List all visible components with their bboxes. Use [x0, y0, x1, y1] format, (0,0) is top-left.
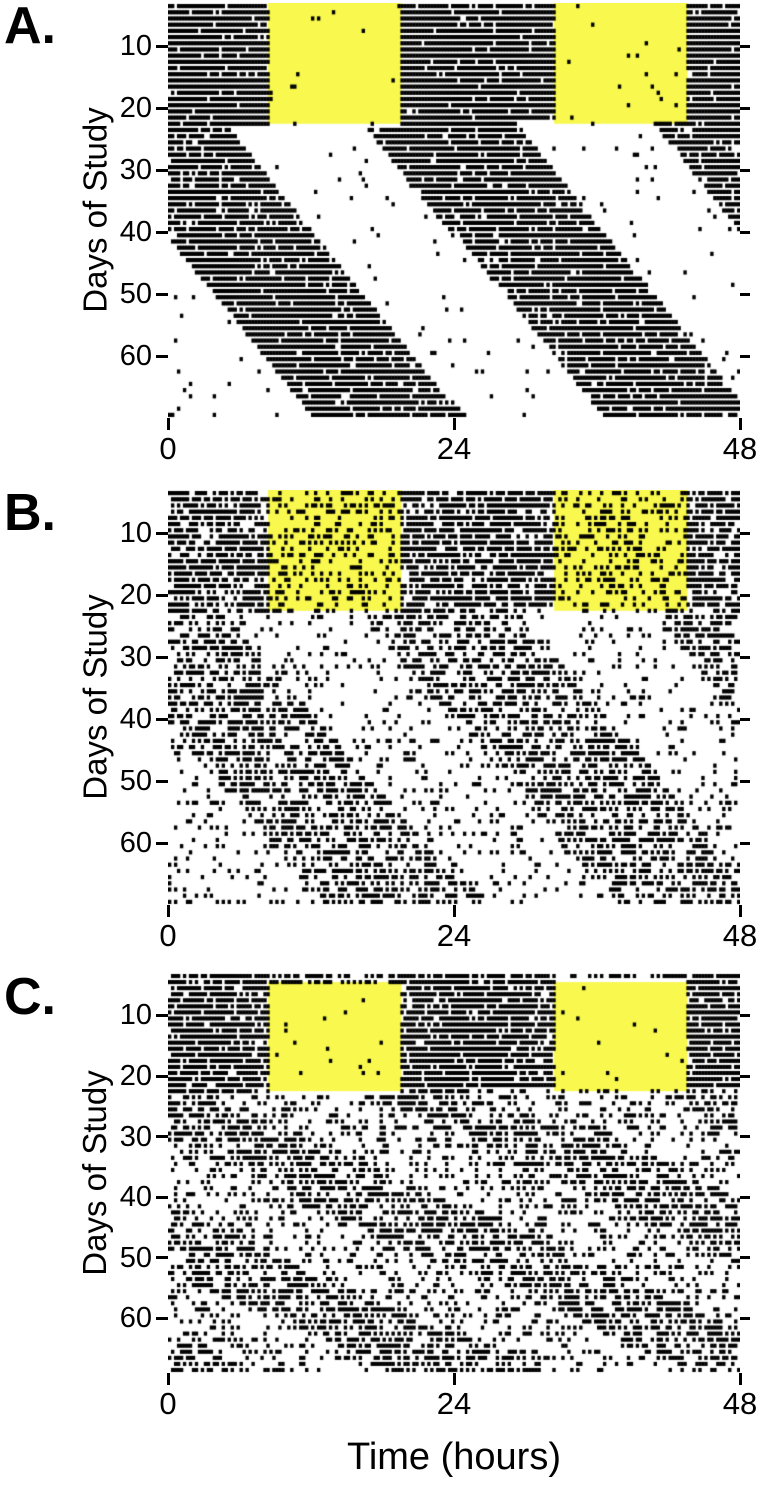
- y-tick-mark: [156, 354, 168, 358]
- y-tick-mark: [156, 292, 168, 296]
- actogram-canvas-a: [168, 3, 740, 418]
- y-tick-mark-right: [740, 593, 750, 597]
- y-tick-label: 30: [119, 154, 152, 187]
- y-tick-mark: [156, 1135, 168, 1139]
- y-tick-mark-right: [740, 655, 750, 659]
- y-tick-mark-right: [740, 1135, 750, 1139]
- panel-c-label: C.: [4, 968, 56, 1026]
- y-tick-label: 10: [119, 30, 152, 63]
- y-tick-label: 20: [119, 92, 152, 125]
- actogram-canvas-b: [168, 490, 740, 905]
- y-tick-mark-right: [740, 717, 750, 721]
- y-tick-label: 10: [119, 999, 152, 1032]
- y-tick-label: 60: [119, 340, 152, 373]
- x-tick-mark: [166, 418, 170, 430]
- y-tick-mark-right: [740, 531, 750, 535]
- x-tick-mark: [166, 905, 170, 917]
- x-tick-mark: [452, 905, 456, 917]
- x-tick-mark: [738, 1373, 742, 1385]
- y-tick-mark: [156, 168, 168, 172]
- y-tick-mark: [156, 841, 168, 845]
- x-tick-label: 48: [722, 431, 758, 466]
- y-tick-mark-right: [740, 779, 750, 783]
- y-tick-mark-right: [740, 230, 750, 234]
- y-tick-mark-right: [740, 1316, 750, 1320]
- y-tick-mark: [156, 1256, 168, 1260]
- x-tick-mark: [452, 418, 456, 430]
- y-tick-mark: [156, 44, 168, 48]
- y-tick-label: 60: [119, 827, 152, 860]
- x-tick-label: 0: [159, 1386, 177, 1421]
- y-tick-label: 40: [119, 703, 152, 736]
- x-tick-label: 0: [159, 918, 177, 953]
- y-tick-label: 30: [119, 641, 152, 674]
- y-tick-mark: [156, 230, 168, 234]
- y-tick-mark: [156, 1074, 168, 1078]
- y-tick-mark: [156, 655, 168, 659]
- y-tick-mark-right: [740, 168, 750, 172]
- y-tick-label: 20: [119, 1060, 152, 1093]
- y-tick-mark: [156, 717, 168, 721]
- y-tick-mark: [156, 1316, 168, 1320]
- x-tick-mark: [738, 418, 742, 430]
- y-tick-label: 10: [119, 517, 152, 550]
- y-tick-label: 40: [119, 216, 152, 249]
- y-tick-mark-right: [740, 354, 750, 358]
- x-tick-label: 48: [722, 1386, 758, 1421]
- y-tick-mark: [156, 593, 168, 597]
- y-tick-mark-right: [740, 44, 750, 48]
- y-tick-mark: [156, 106, 168, 110]
- y-tick-mark-right: [740, 841, 750, 845]
- y-tick-mark: [156, 1195, 168, 1199]
- x-axis-title: Time (hours): [347, 1436, 561, 1478]
- y-tick-label: 50: [119, 765, 152, 798]
- x-tick-mark: [738, 905, 742, 917]
- y-tick-mark-right: [740, 292, 750, 296]
- x-tick-label: 24: [436, 918, 472, 953]
- x-tick-label: 24: [436, 1386, 472, 1421]
- x-tick-mark: [166, 1373, 170, 1385]
- y-tick-mark: [156, 1013, 168, 1017]
- y-tick-label: 60: [119, 1302, 152, 1335]
- x-tick-mark: [452, 1373, 456, 1385]
- y-tick-mark-right: [740, 1256, 750, 1260]
- panel-a: A. Days of Study 10 20 30 40 50 60 0 24 48: [0, 0, 760, 487]
- panel-c: C. Days of Study 10 20 30 40 50 60 0 24 48: [0, 971, 760, 1510]
- x-tick-label: 0: [159, 431, 177, 466]
- y-tick-label: 30: [119, 1120, 152, 1153]
- y-tick-mark-right: [740, 1195, 750, 1199]
- y-tick-label: 20: [119, 579, 152, 612]
- panel-b: B. Days of Study 10 20 30 40 50 60 0 24 48: [0, 487, 760, 973]
- actogram-canvas-c: [168, 973, 740, 1373]
- panel-a-label: A.: [4, 0, 56, 55]
- y-tick-label: 50: [119, 278, 152, 311]
- y-tick-label: 50: [119, 1241, 152, 1274]
- y-tick-mark-right: [740, 1013, 750, 1017]
- y-tick-mark-right: [740, 1074, 750, 1078]
- y-tick-label: 40: [119, 1181, 152, 1214]
- x-tick-label: 48: [722, 918, 758, 953]
- y-tick-mark: [156, 531, 168, 535]
- x-tick-label: 24: [436, 431, 472, 466]
- panel-b-label: B.: [4, 484, 56, 542]
- y-tick-mark-right: [740, 106, 750, 110]
- y-tick-mark: [156, 779, 168, 783]
